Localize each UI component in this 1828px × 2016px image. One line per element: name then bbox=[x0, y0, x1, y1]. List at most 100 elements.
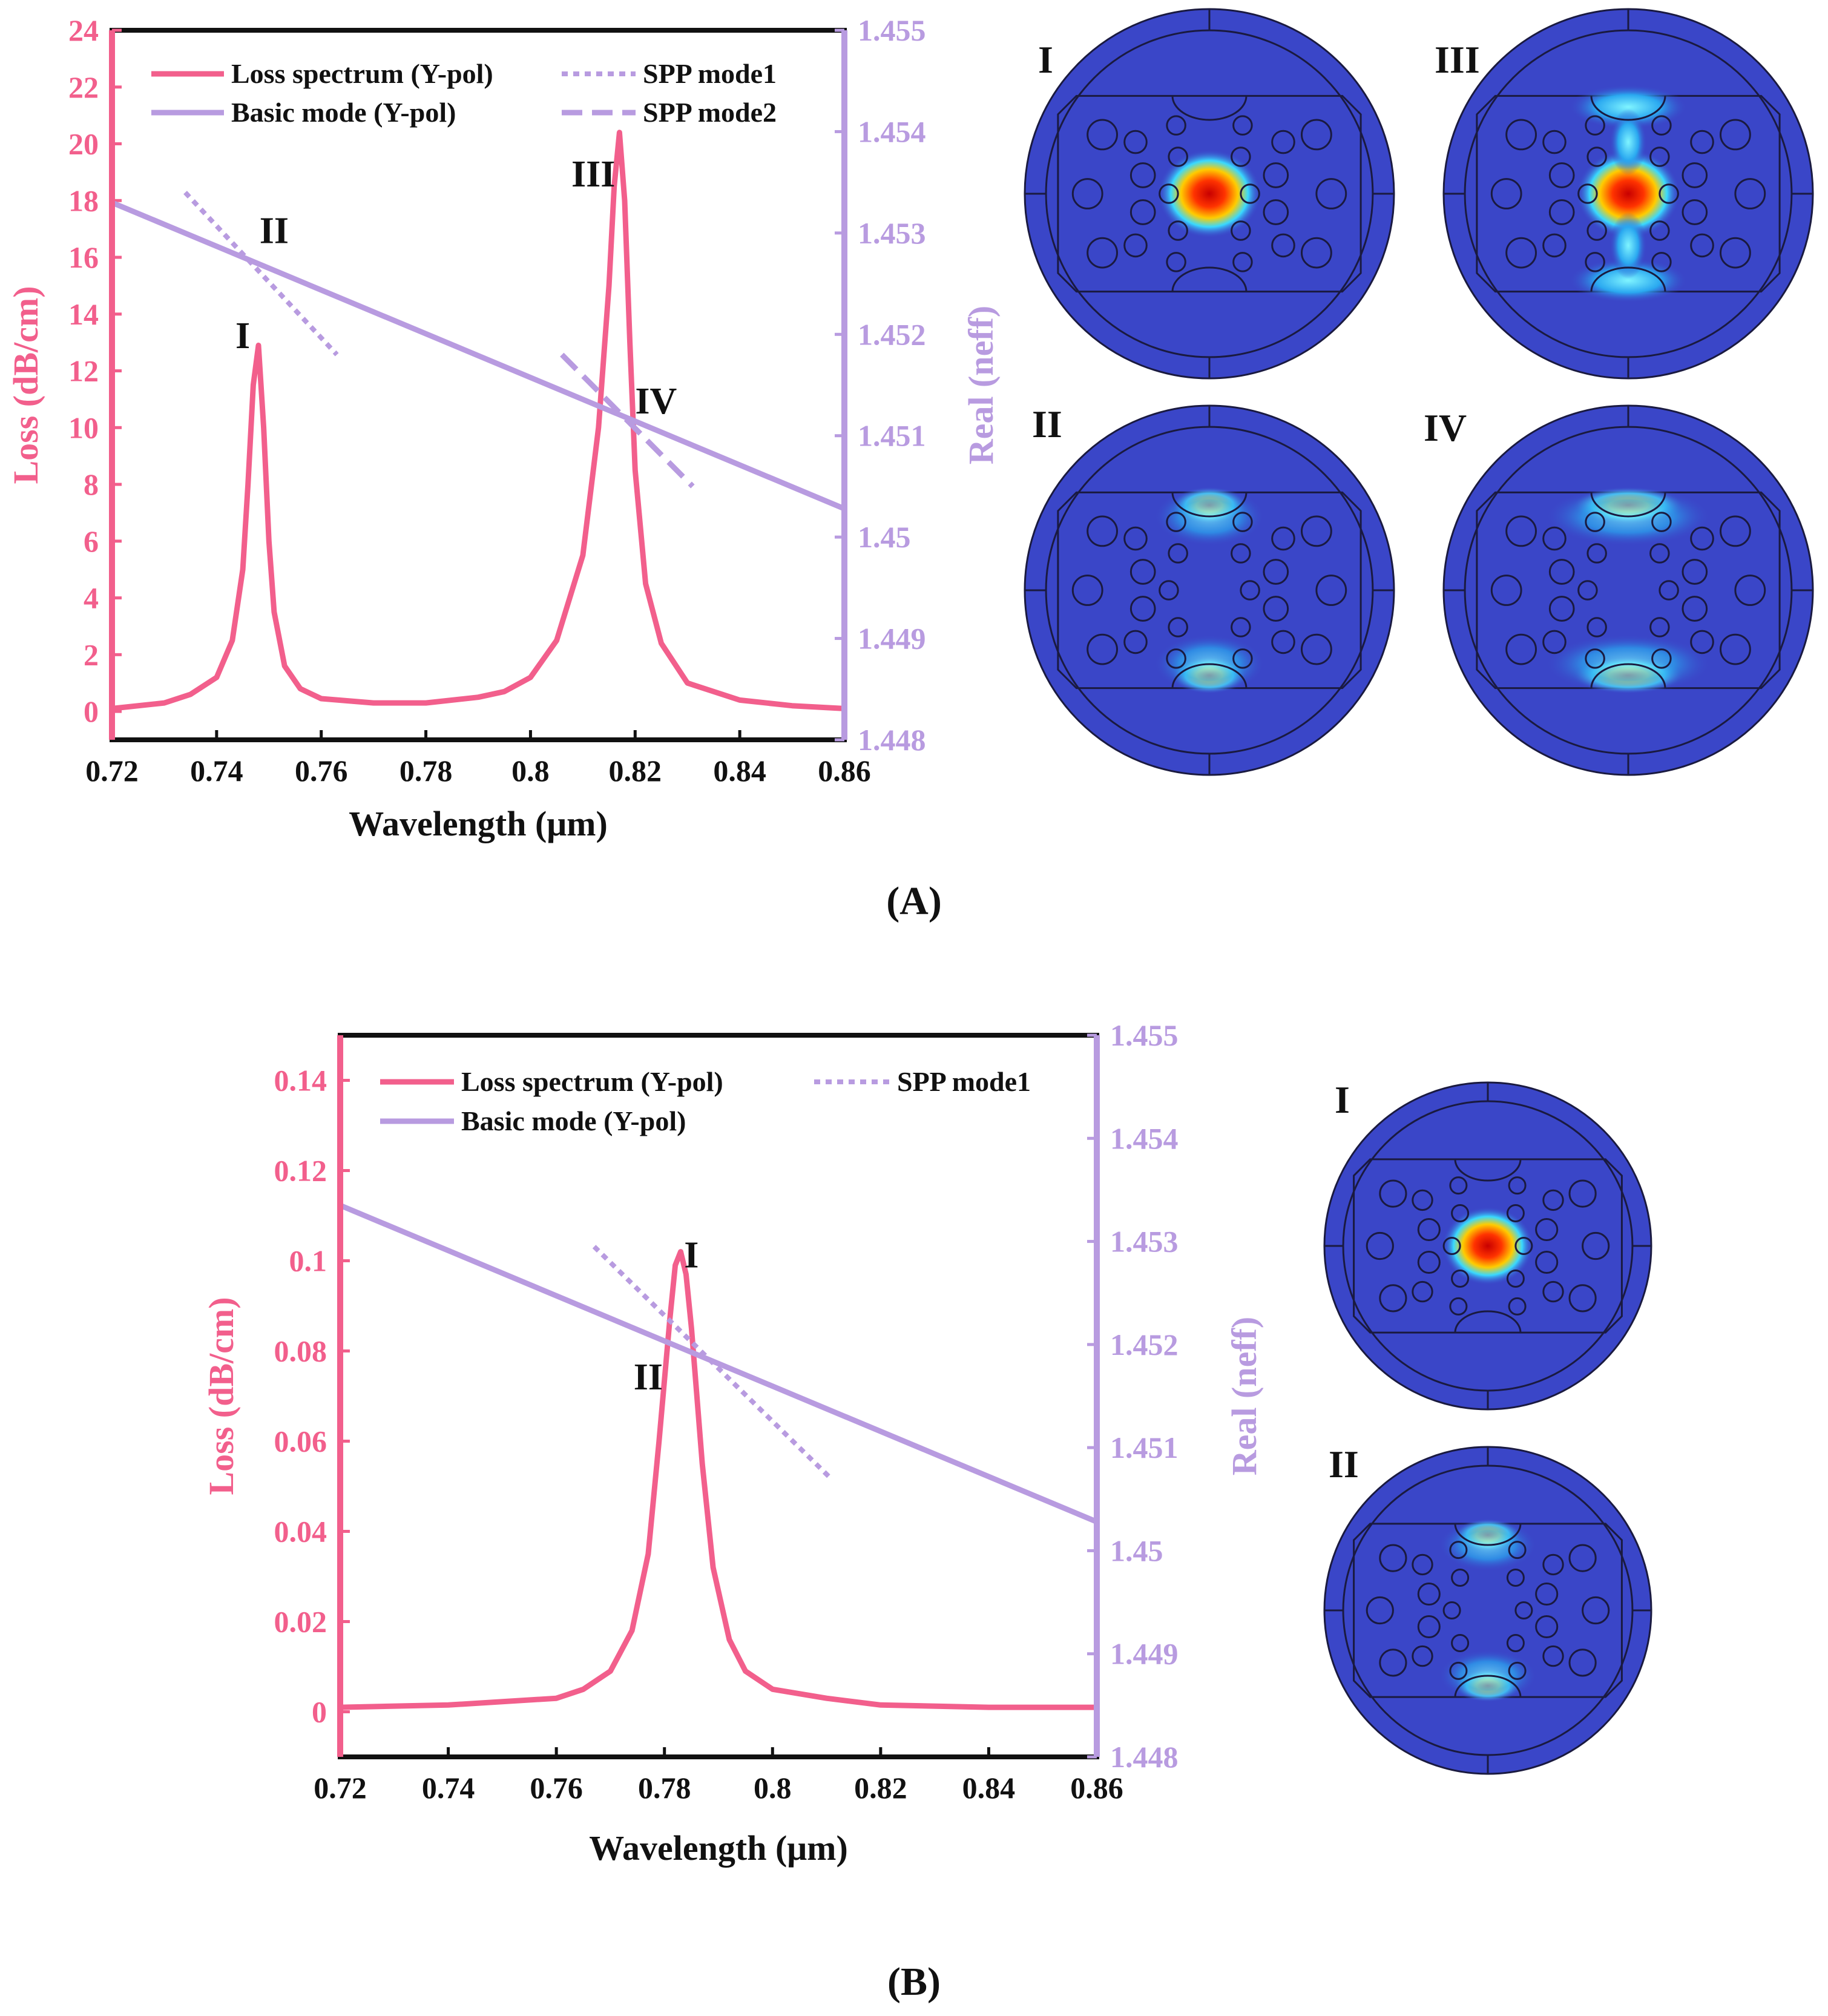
x-tick-label: 0.74 bbox=[422, 1771, 475, 1805]
air-hole bbox=[1123, 130, 1148, 154]
y-left-tick-label: 24 bbox=[68, 13, 99, 47]
air-hole bbox=[1417, 1582, 1441, 1606]
chart-b-legend: Loss spectrum (Y-pol) SPP mode1 Basic mo… bbox=[380, 1066, 1031, 1136]
air-hole bbox=[1449, 1297, 1468, 1316]
y-right-tick-label: 1.451 bbox=[858, 419, 926, 453]
slab-outline bbox=[1057, 491, 1362, 690]
air-hole bbox=[1271, 130, 1295, 154]
fiber-cross-section bbox=[1024, 8, 1395, 380]
y-left-tick-label: 2 bbox=[84, 637, 99, 671]
mode-a-label-1: I bbox=[1038, 38, 1053, 81]
air-hole bbox=[1577, 183, 1598, 204]
air-hole bbox=[1508, 1541, 1527, 1560]
y-right-tick-label: 1.455 bbox=[1110, 1018, 1179, 1052]
x-tick-label: 0.86 bbox=[818, 754, 871, 788]
gold-layer-bottom bbox=[1590, 266, 1666, 292]
chart-b-annotations: III bbox=[634, 1235, 699, 1398]
air-hole bbox=[1505, 237, 1537, 269]
air-hole bbox=[1263, 162, 1289, 188]
y-left-tick-label: 0 bbox=[84, 694, 99, 728]
air-hole bbox=[1651, 252, 1672, 272]
y-left-tick-label: 0.1 bbox=[289, 1244, 327, 1278]
air-hole bbox=[1506, 1634, 1525, 1652]
air-hole bbox=[1071, 575, 1103, 606]
air-hole bbox=[1271, 526, 1295, 551]
air-hole bbox=[1514, 1237, 1533, 1255]
chart-b-xlabel: Wavelength (μm) bbox=[589, 1828, 848, 1868]
air-hole bbox=[1505, 633, 1537, 665]
chart-b-ylabel-left: Loss (dB/cm) bbox=[202, 1297, 241, 1495]
air-hole bbox=[1690, 526, 1714, 551]
air-hole bbox=[1231, 220, 1251, 241]
air-hole bbox=[1232, 115, 1253, 136]
air-hole bbox=[1542, 526, 1567, 551]
air-hole bbox=[1690, 630, 1714, 654]
air-hole bbox=[1508, 1661, 1527, 1680]
chart-a-frame bbox=[110, 28, 847, 742]
gold-layer-bottom bbox=[1171, 663, 1248, 688]
air-hole bbox=[1379, 1649, 1407, 1677]
gold-layer-top bbox=[1171, 96, 1248, 121]
air-hole bbox=[1659, 580, 1679, 601]
air-hole bbox=[1412, 1280, 1433, 1303]
chart-a-ylabel-left: Loss (dB/cm) bbox=[6, 286, 45, 484]
gold-layer-bottom bbox=[1590, 663, 1666, 688]
air-hole bbox=[1505, 515, 1537, 547]
air-hole bbox=[1506, 1204, 1525, 1222]
air-hole bbox=[1568, 1544, 1597, 1572]
air-hole bbox=[1542, 130, 1567, 154]
air-hole bbox=[1301, 119, 1332, 151]
chart-a-xlabel: Wavelength (μm) bbox=[349, 804, 608, 843]
air-hole bbox=[1315, 178, 1347, 209]
y-left-tick-label: 0.12 bbox=[274, 1154, 327, 1188]
air-hole bbox=[1505, 119, 1537, 151]
point-annotation: IV bbox=[635, 381, 677, 422]
legend-a-spp2-label: SPP mode2 bbox=[643, 97, 777, 128]
air-hole bbox=[1451, 1634, 1470, 1652]
x-tick-label: 0.86 bbox=[1070, 1771, 1123, 1805]
air-hole bbox=[1548, 559, 1575, 585]
air-hole bbox=[1682, 199, 1708, 225]
y-left-tick-label: 0.08 bbox=[274, 1334, 327, 1368]
air-hole bbox=[1271, 630, 1295, 654]
gold-layer-bottom bbox=[1454, 1675, 1522, 1698]
air-hole bbox=[1535, 1582, 1559, 1606]
series-loss-spectrum-y-pol bbox=[111, 130, 845, 711]
air-hole bbox=[1535, 1615, 1559, 1639]
y-right-tick-label: 1.453 bbox=[1110, 1225, 1179, 1259]
air-hole bbox=[1159, 183, 1179, 204]
y-left-tick-label: 22 bbox=[68, 70, 99, 104]
air-hole bbox=[1129, 199, 1156, 225]
air-hole bbox=[1168, 617, 1188, 637]
y-right-tick-label: 1.451 bbox=[1110, 1431, 1179, 1464]
gold-layer-bottom bbox=[1454, 1310, 1522, 1333]
chart-b-series bbox=[339, 1202, 1098, 1710]
air-hole bbox=[1442, 1601, 1461, 1619]
air-hole bbox=[1417, 1615, 1441, 1639]
x-tick-label: 0.72 bbox=[314, 1771, 367, 1805]
air-hole bbox=[1690, 130, 1714, 154]
chart-b: 0.72 0.74 0.76 0.78 0.8 0.82 0.84 0.86 0 0.02 0.04… bbox=[202, 1018, 1264, 1868]
air-hole bbox=[1166, 512, 1186, 532]
y-right-tick-label: 1.448 bbox=[1110, 1740, 1179, 1774]
gold-layer-top bbox=[1454, 1159, 1522, 1182]
edge-glow bbox=[1569, 258, 1688, 303]
air-hole bbox=[1586, 543, 1607, 564]
y-right-tick-label: 1.45 bbox=[1110, 1533, 1163, 1567]
x-tick-label: 0.8 bbox=[754, 1771, 792, 1805]
y-right-tick-label: 1.453 bbox=[858, 216, 926, 250]
y-left-tick-label: 20 bbox=[68, 127, 99, 161]
fiber-outer-ring bbox=[1442, 404, 1814, 776]
air-hole bbox=[1542, 1553, 1564, 1576]
air-hole bbox=[1366, 1231, 1394, 1260]
air-hole bbox=[1585, 252, 1605, 272]
air-hole bbox=[1508, 1176, 1527, 1195]
air-hole bbox=[1506, 1569, 1525, 1587]
air-hole bbox=[1682, 559, 1708, 585]
air-hole bbox=[1568, 1649, 1597, 1677]
air-hole bbox=[1490, 575, 1522, 606]
air-hole bbox=[1232, 252, 1253, 272]
chart-b-frame bbox=[338, 1033, 1099, 1759]
mode-a-label-2: III bbox=[1435, 38, 1480, 81]
